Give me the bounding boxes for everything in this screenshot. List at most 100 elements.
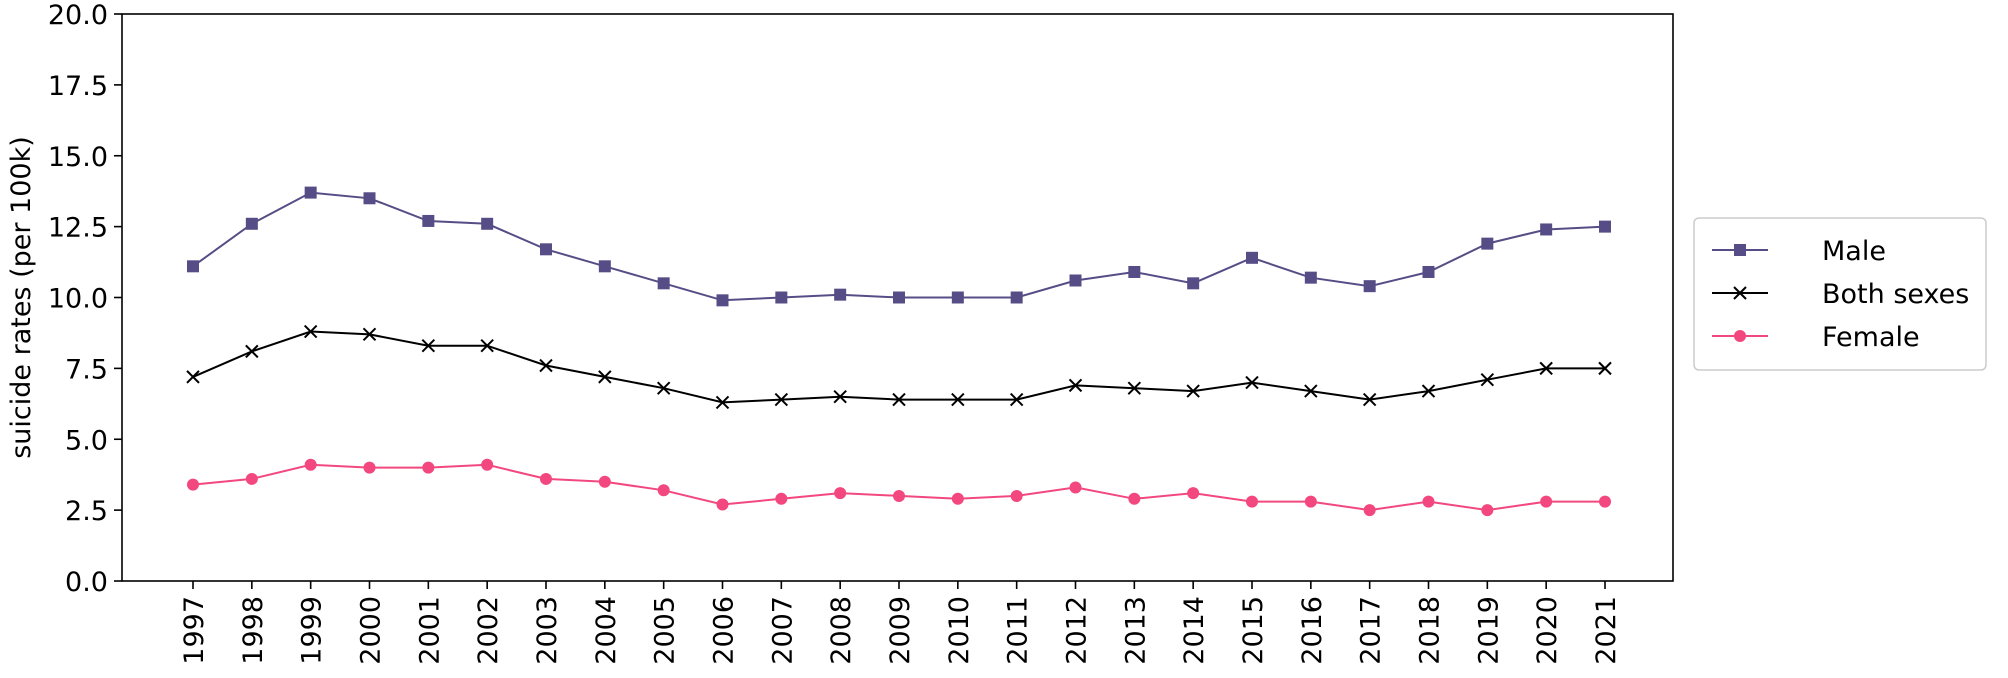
x-marker-stroke — [362, 327, 377, 342]
data-point-both-sexes — [1186, 384, 1200, 398]
x-tick-label: 2009 — [885, 596, 916, 665]
data-point-female — [1069, 481, 1082, 494]
x-marker-stroke — [1539, 361, 1553, 376]
x-tick-label: 2001 — [414, 596, 445, 665]
data-point-male — [304, 186, 317, 199]
x-marker-stroke — [598, 370, 612, 384]
data-point-both-sexes — [1127, 381, 1142, 395]
x-marker-stroke — [1480, 373, 1495, 387]
x-tick-label: 2020 — [1532, 596, 1563, 665]
x-tick-label: 2014 — [1179, 596, 1210, 665]
data-point-both-sexes — [1304, 384, 1318, 398]
data-point-both-sexes — [598, 370, 612, 384]
data-point-both-sexes — [1009, 392, 1024, 407]
x-tick-label: 2015 — [1238, 596, 1269, 665]
x-marker-stroke — [951, 392, 965, 407]
x-marker-stroke — [774, 392, 789, 407]
data-point-female — [657, 484, 670, 497]
x-axis: 1997 1998 1999 2000 2001 2002 2003 2004 2005 2006… — [179, 581, 1622, 665]
series-line-male — [192, 191, 1606, 302]
data-point-female — [1481, 504, 1494, 517]
data-point-male — [187, 260, 199, 273]
x-marker-stroke — [1009, 392, 1024, 407]
data-point-male — [1599, 220, 1611, 233]
data-point-both-sexes — [1480, 373, 1495, 387]
x-tick-label: 2003 — [532, 596, 563, 665]
data-point-both-sexes — [833, 390, 847, 404]
data-point-female — [598, 475, 611, 488]
data-point-male — [1069, 274, 1082, 287]
data-point-female — [1304, 495, 1317, 508]
x-tick-label: 2010 — [944, 596, 975, 665]
legend-box — [1693, 217, 1987, 371]
y-tick-label: 7.5 — [65, 354, 108, 385]
data-point-male — [1010, 291, 1023, 304]
data-point-both-sexes — [362, 327, 377, 342]
data-point-female — [1540, 495, 1553, 508]
data-point-male — [657, 277, 670, 290]
legend-label-female: Female — [1822, 322, 1920, 353]
x-marker-stroke — [1127, 381, 1142, 395]
x-marker-stroke — [539, 358, 553, 373]
data-point-both-sexes — [715, 395, 730, 410]
x-marker-stroke — [1186, 384, 1200, 398]
x-tick-label: 2002 — [473, 596, 504, 665]
data-point-male — [245, 217, 258, 230]
x-marker-stroke — [1421, 384, 1436, 398]
data-point-both-sexes — [656, 381, 671, 395]
legend-label-both-sexes: Both sexes — [1822, 279, 1969, 310]
x-tick-label: 2011 — [1003, 596, 1034, 665]
x-marker-stroke — [186, 370, 200, 384]
x-tick-label: 2017 — [1356, 596, 1387, 665]
x-tick-label: 2000 — [356, 596, 387, 665]
y-axis: 0.0 2.5 5.0 7.5 10.0 12.5 15.0 17.5 20.0 — [48, 0, 122, 598]
data-point-male — [363, 192, 376, 205]
data-point-female — [481, 458, 494, 471]
series-line-female — [192, 463, 1605, 512]
legend-marker-male — [1734, 244, 1746, 256]
x-tick-label: 2004 — [591, 596, 622, 665]
x-tick-label: 2021 — [1591, 596, 1622, 665]
data-point-male — [951, 291, 964, 304]
x-marker-stroke — [1304, 384, 1318, 398]
x-marker-stroke — [892, 392, 906, 407]
data-point-male — [775, 291, 788, 304]
data-point-female — [245, 472, 258, 485]
data-point-both-sexes — [1539, 361, 1553, 376]
data-point-female — [1599, 495, 1611, 508]
x-marker-stroke — [1068, 378, 1083, 393]
data-point-male — [1481, 237, 1494, 250]
data-point-female — [951, 492, 964, 505]
data-point-both-sexes — [1245, 375, 1259, 390]
data-point-female — [540, 472, 552, 485]
x-tick-label: 2007 — [767, 596, 798, 665]
x-tick-label: 1998 — [238, 596, 269, 665]
data-point-male — [893, 291, 905, 304]
data-point-female — [716, 498, 729, 511]
x-marker-stroke — [421, 338, 436, 353]
x-marker-stroke — [1733, 286, 1747, 300]
x-tick-label: 2016 — [1297, 596, 1328, 665]
y-tick-label: 12.5 — [48, 213, 108, 244]
data-point-both-sexes — [774, 392, 789, 407]
legend: Male Both sexes Female — [1693, 217, 1987, 371]
data-point-male — [598, 260, 611, 273]
x-marker-stroke — [833, 390, 847, 404]
data-point-male — [481, 217, 494, 230]
y-tick-label: 20.0 — [48, 0, 108, 31]
x-marker-stroke — [1598, 361, 1612, 376]
data-point-male — [716, 294, 729, 307]
legend-marker-both-sexes — [1733, 286, 1747, 300]
data-point-male — [540, 243, 552, 256]
data-point-female — [893, 489, 905, 502]
x-marker-stroke — [480, 338, 494, 353]
data-point-male — [422, 214, 435, 227]
x-tick-label: 2013 — [1120, 596, 1151, 665]
data-point-female — [1422, 495, 1435, 508]
x-marker-stroke — [1362, 392, 1377, 407]
data-point-male — [1187, 277, 1200, 290]
series-line-both-sexes — [192, 330, 1605, 404]
data-point-male — [1540, 223, 1553, 236]
data-point-both-sexes — [480, 338, 494, 353]
